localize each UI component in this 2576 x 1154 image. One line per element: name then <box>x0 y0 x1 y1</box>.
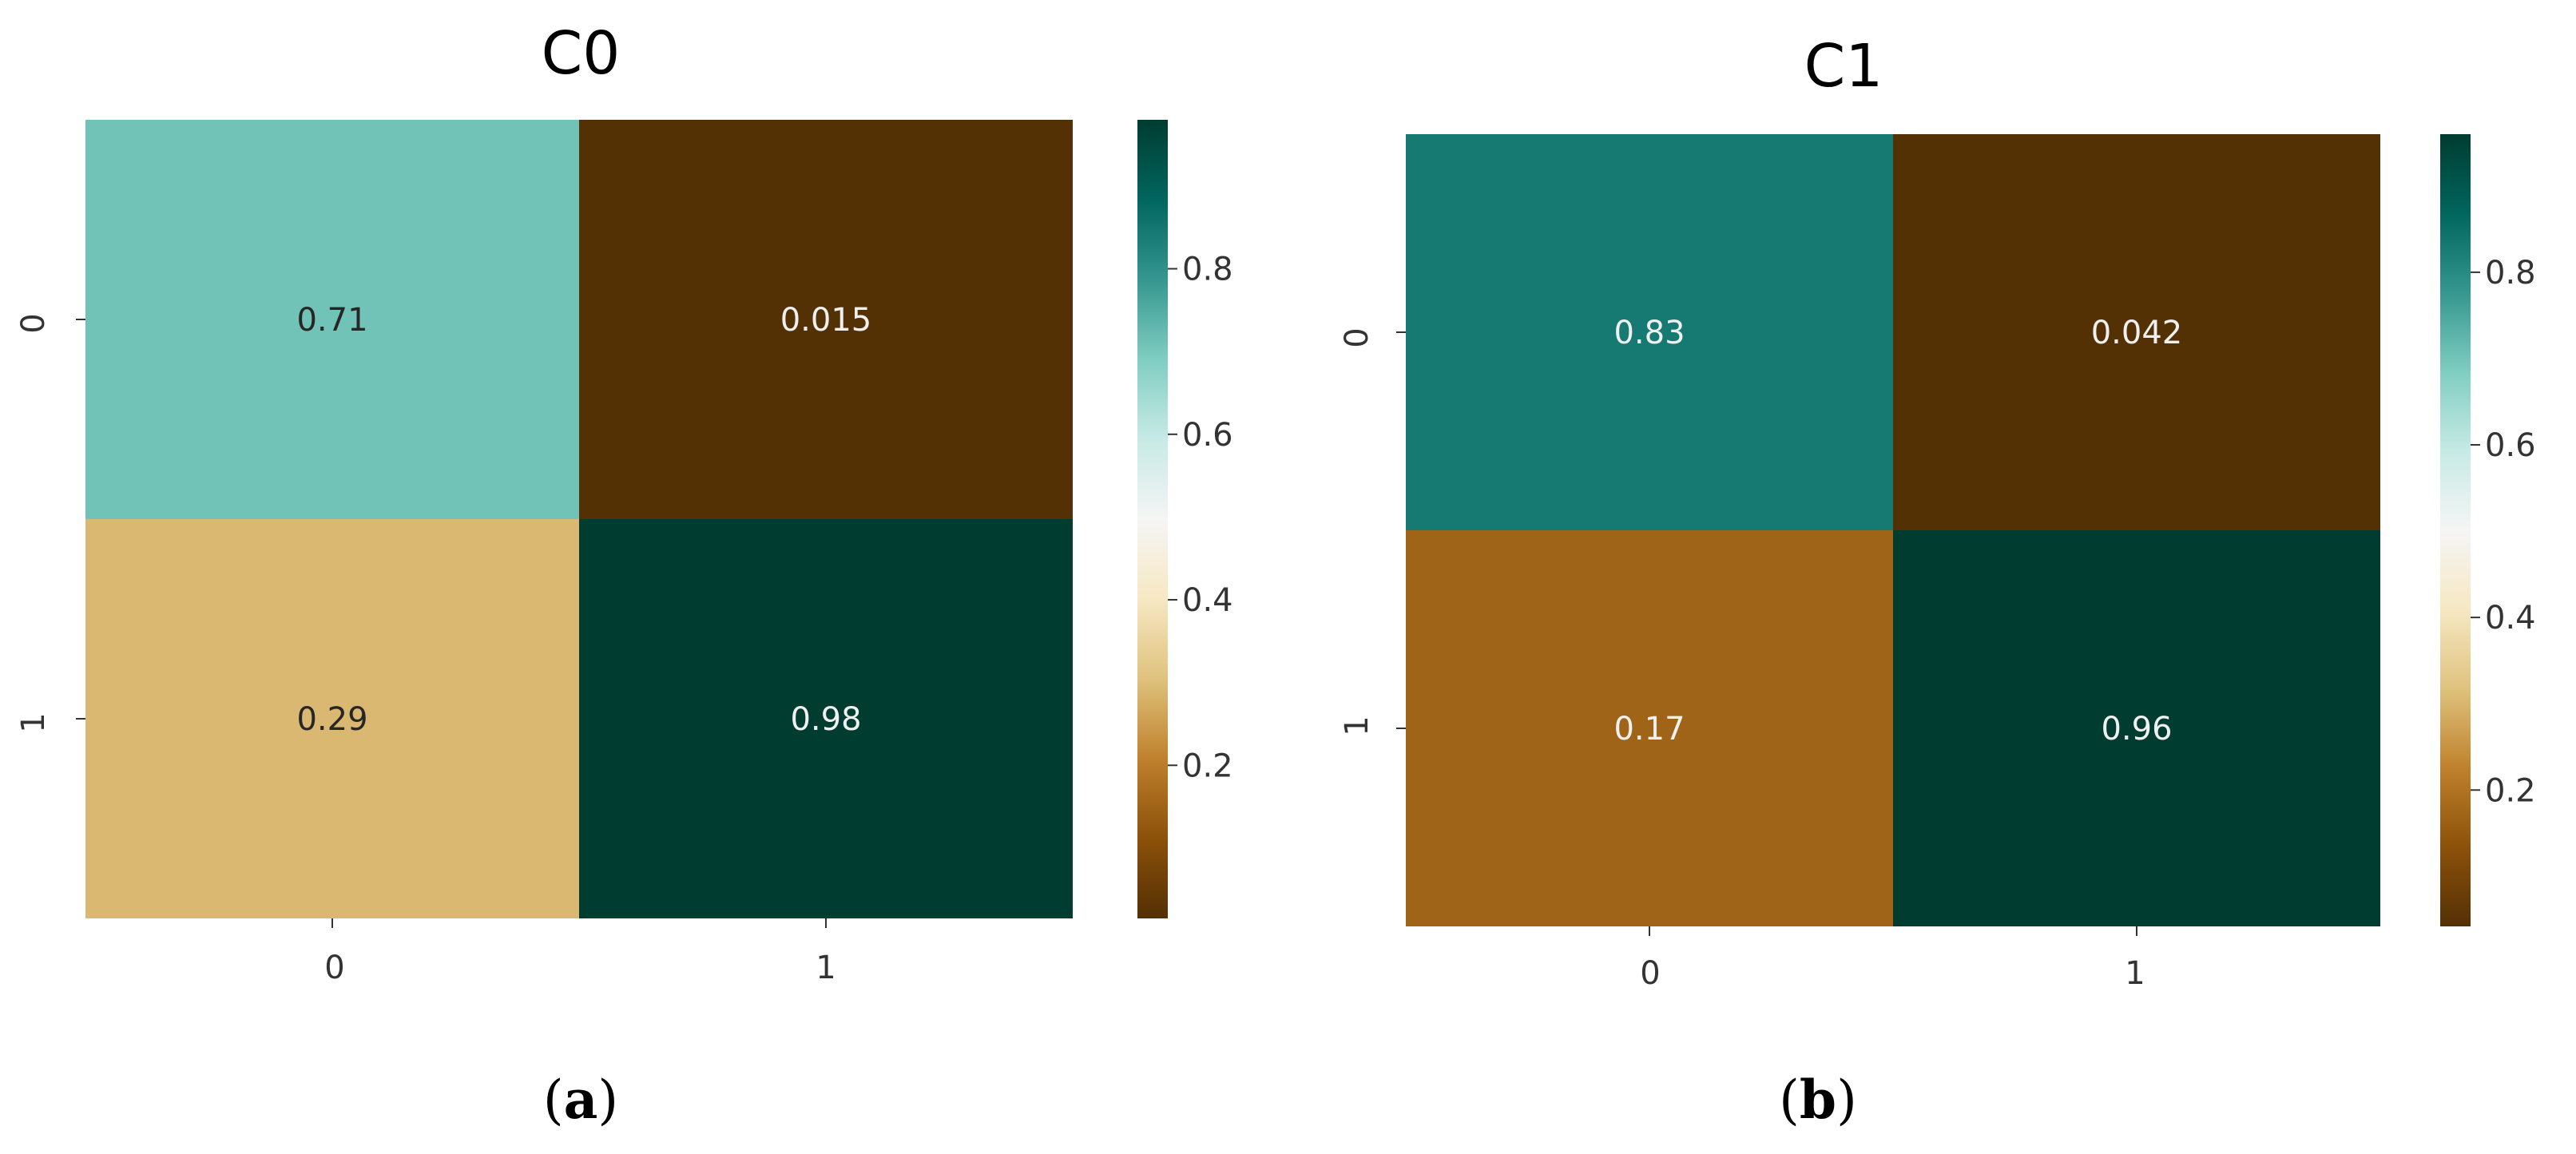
colorbar-tick-label: 0.6 <box>2485 427 2536 464</box>
heatmap-cell <box>579 120 1073 519</box>
chart-title: C1 <box>1804 32 1883 101</box>
cell-value-label: 0.042 <box>2091 315 2183 351</box>
cell-value-label: 0.96 <box>2101 711 2172 748</box>
x-axis: 0 1 <box>324 918 836 986</box>
x-axis: 0 1 <box>1640 926 2145 992</box>
heatmap-cell <box>579 519 1073 918</box>
colorbar-tick-label: 0.8 <box>1182 252 1233 288</box>
colorbar-gradient <box>1137 120 1168 918</box>
colorbar-tick-label: 0.2 <box>2485 772 2536 809</box>
colorbar: 0.2 0.4 0.6 0.8 <box>1137 120 1233 918</box>
heatmap-cells: 0.71 0.015 0.29 0.98 <box>85 120 1073 918</box>
heatmap-cell <box>1406 134 1893 530</box>
cell-value-label: 0.83 <box>1613 315 1685 351</box>
y-tick-label: 1 <box>15 712 52 732</box>
colorbar-tick-label: 0.4 <box>1182 582 1233 619</box>
heatmap-cell <box>1893 530 2380 926</box>
y-tick-label: 1 <box>1339 716 1375 736</box>
cell-value-label: 0.17 <box>1613 711 1685 748</box>
heatmap-cell <box>85 120 579 519</box>
cell-value-label: 0.29 <box>296 701 367 738</box>
heatmap-cell <box>1406 530 1893 926</box>
cell-value-label: 0.98 <box>790 701 861 738</box>
cell-value-label: 0.015 <box>780 302 872 339</box>
y-tick-label: 0 <box>15 313 52 333</box>
colorbar: 0.2 0.4 0.6 0.8 <box>2440 134 2536 926</box>
colorbar-tick-label: 0.4 <box>2485 600 2536 636</box>
y-axis: 0 1 <box>1339 327 1406 736</box>
heatmap-cell <box>1893 134 2380 530</box>
panel-caption: (a) <box>543 1069 618 1131</box>
y-axis: 0 1 <box>15 313 85 733</box>
x-tick-label: 1 <box>816 950 836 986</box>
x-tick-label: 0 <box>1640 955 1660 992</box>
colorbar-tick-label: 0.6 <box>1182 417 1233 454</box>
heatmap-cell <box>85 519 579 918</box>
x-tick-label: 1 <box>2125 955 2145 992</box>
colorbar-tick-label: 0.8 <box>2485 255 2536 291</box>
chart-title: C0 <box>542 19 621 88</box>
colorbar-gradient <box>2440 134 2471 926</box>
heatmap-cells: 0.83 0.042 0.17 0.96 <box>1406 134 2380 926</box>
cell-value-label: 0.71 <box>296 302 367 339</box>
colorbar-tick-label: 0.2 <box>1182 748 1233 784</box>
x-tick-label: 0 <box>324 950 344 986</box>
y-tick-label: 0 <box>1339 327 1375 347</box>
panel-caption: (b) <box>1779 1069 1857 1131</box>
